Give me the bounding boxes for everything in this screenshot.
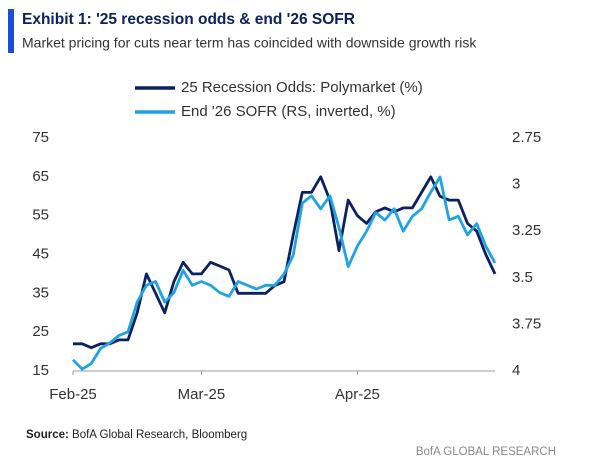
chart-title: Exhibit 1: '25 recession odds & end '26 … [22,11,355,28]
y2-tick-label: 3.75 [512,315,541,332]
series-line [73,175,497,350]
y-tick-label: 15 [32,362,49,379]
y-tick-label: 55 [32,207,49,224]
x-tick-label: Mar-25 [178,386,226,403]
source-text: BofA Global Research, Bloomberg [72,429,247,441]
series-line [72,175,497,371]
y2-tick-label: 3.25 [512,222,541,239]
legend-label: End '26 SOFR (RS, inverted, %) [181,103,396,120]
source-label: Source: [26,429,69,441]
y-tick-label: 45 [32,245,49,262]
y-tick-label: 65 [32,168,49,185]
chart-subtitle: Market pricing for cuts near term has co… [22,35,477,51]
footer: BofA GLOBAL RESEARCH [416,446,556,458]
x-tick-label: Apr-25 [335,386,380,403]
y2-tick-label: 4 [512,362,520,379]
x-tick-label: Feb-25 [49,386,97,403]
y2-tick-label: 3.5 [512,269,533,286]
y-tick-label: 25 [32,323,49,340]
y2-tick-label: 2.75 [512,129,541,146]
y2-tick-label: 3 [512,176,520,193]
y-tick-label: 75 [32,129,49,146]
y-tick-label: 35 [32,284,49,301]
title-bar [8,9,14,53]
legend-label: 25 Recession Odds: Polymarket (%) [181,79,423,96]
source: Source: BofA Global Research, Bloomberg [26,429,247,441]
